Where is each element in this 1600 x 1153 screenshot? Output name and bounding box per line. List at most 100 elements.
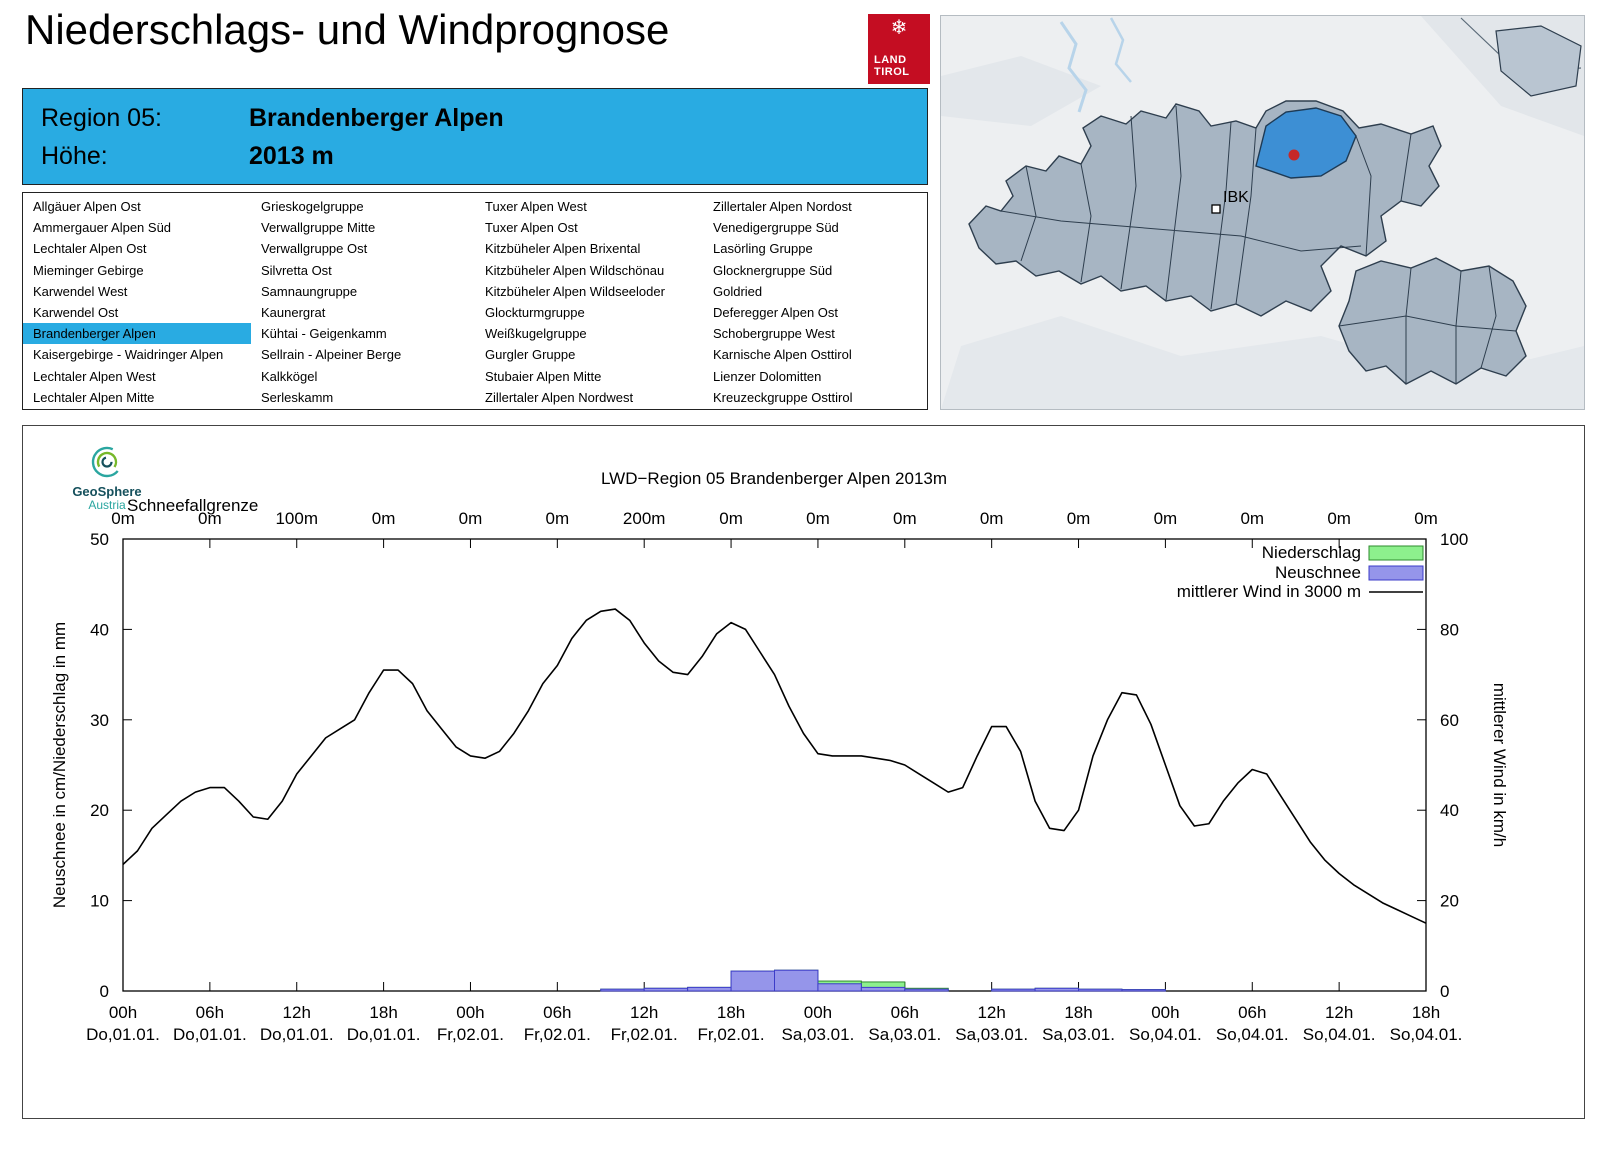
x-axis-date-label: Sa,03.01. xyxy=(1042,1025,1115,1044)
region-list-item[interactable]: Karnische Alpen Osttirol xyxy=(713,347,852,363)
x-axis-time-label: 00h xyxy=(1151,1003,1179,1022)
region-list-item[interactable]: Lienzer Dolomitten xyxy=(713,368,822,384)
region-list-item[interactable]: Glocknergruppe Süd xyxy=(713,262,833,278)
geosphere-logo[interactable]: GeoSphere Austria xyxy=(59,444,155,512)
schneefallgrenze-value: 200m xyxy=(623,509,666,528)
schneefallgrenze-value: 0m xyxy=(546,509,570,528)
region-list-item[interactable]: Kühtai - Geigenkamm xyxy=(261,326,387,342)
x-axis-time-label: 18h xyxy=(1412,1003,1440,1022)
region-list-column: Grieskogelgruppe Verwallgruppe Mitte Verwa… xyxy=(251,196,475,409)
x-axis-date-label: So,04.01. xyxy=(1390,1025,1463,1044)
region-list-item[interactable]: Glockturmgruppe xyxy=(485,305,585,321)
x-axis-time-label: 06h xyxy=(543,1003,571,1022)
region-list-item[interactable]: Serleskamm xyxy=(261,389,334,405)
schneefallgrenze-value: 0m xyxy=(111,509,135,528)
land-tirol-logo-text: LAND TIROL xyxy=(874,54,910,78)
map-region-selected[interactable] xyxy=(1255,107,1357,179)
x-axis-time-label: 06h xyxy=(1238,1003,1266,1022)
y2-axis-tick-label: 0 xyxy=(1440,982,1449,1001)
x-axis-time-label: 18h xyxy=(717,1003,745,1022)
region-list-item[interactable]: Brandenberger Alpen xyxy=(23,323,251,345)
schneefallgrenze-value: 0m xyxy=(198,509,222,528)
x-axis-time-label: 12h xyxy=(977,1003,1005,1022)
map-region[interactable] xyxy=(1495,25,1582,97)
region-list-item[interactable]: Silvretta Ost xyxy=(261,262,332,278)
y-axis-label-left: Neuschnee in cm/Niederschlag in mm xyxy=(50,622,69,908)
region-list-item[interactable]: Lechtaler Alpen West xyxy=(33,368,156,384)
region-list-item[interactable]: Deferegger Alpen Ost xyxy=(713,305,839,321)
region-list-item[interactable]: Weißkugelgruppe xyxy=(485,326,587,342)
schneefallgrenze-value: 0m xyxy=(719,509,743,528)
region-list-item[interactable]: Kaisergebirge - Waidringer Alpen xyxy=(33,347,224,363)
neuschnee-bar xyxy=(730,970,775,992)
map-selected-region-dot xyxy=(1288,149,1300,161)
x-axis-date-label: So,04.01. xyxy=(1303,1025,1376,1044)
region-list-item[interactable]: Schobergruppe West xyxy=(713,326,835,342)
schneefallgrenze-value: 0m xyxy=(1240,509,1264,528)
region-name: Brandenberger Alpen xyxy=(249,103,504,132)
x-axis-date-label: Fr,02.01. xyxy=(524,1025,591,1044)
tirol-map-svg: IBK xyxy=(941,16,1584,409)
chart-title: LWD−Region 05 Brandenberger Alpen 2013m xyxy=(601,469,947,488)
region-list-item[interactable]: Stubaier Alpen Mitte xyxy=(485,368,602,384)
forecast-chart: LWD−Region 05 Brandenberger Alpen 2013m … xyxy=(50,469,1509,1044)
region-list-item[interactable]: Kitzbüheler Alpen Wildschönau xyxy=(485,262,665,278)
land-tirol-logo[interactable]: ❄ LAND TIROL xyxy=(868,14,930,84)
region-list-item[interactable]: Gurgler Gruppe xyxy=(485,347,576,363)
region-list-item[interactable]: Venedigergruppe Süd xyxy=(713,220,839,236)
schneefallgrenze-value: 0m xyxy=(372,509,396,528)
region-list-item[interactable]: Kalkkögel xyxy=(261,368,318,384)
region-list-item[interactable]: Samnaungruppe xyxy=(261,283,358,299)
region-list-item[interactable]: Zillertaler Alpen Nordwest xyxy=(485,389,634,405)
region-list-item[interactable]: Kitzbüheler Alpen Brixental xyxy=(485,241,641,257)
x-axis-time-label: 12h xyxy=(630,1003,658,1022)
region-list-item[interactable]: Tuxer Alpen West xyxy=(485,199,587,214)
neuschnee-bar xyxy=(1078,988,1123,992)
neuschnee-bar xyxy=(1034,987,1080,992)
legend-swatch xyxy=(1368,545,1424,561)
region-list-item[interactable]: Kaunergrat xyxy=(261,305,326,321)
region-list-item[interactable]: Lasörling Gruppe xyxy=(713,241,813,257)
region-list-item[interactable]: Verwallgruppe Ost xyxy=(261,241,368,257)
geosphere-logo-icon xyxy=(91,446,123,478)
region-info-box: Region 05: Brandenberger Alpen Höhe: 201… xyxy=(22,88,928,185)
x-axis-date-label: Sa,03.01. xyxy=(955,1025,1028,1044)
region-list-item[interactable]: Kreuzeckgruppe Osttirol xyxy=(713,389,853,405)
x-axis-date-label: Do,01.01. xyxy=(86,1025,160,1044)
region-label: Region 05: xyxy=(41,103,162,132)
schneefallgrenze-value: 0m xyxy=(980,509,1004,528)
x-axis-date-label: Do,01.01. xyxy=(173,1025,247,1044)
y-axis-tick-label: 0 xyxy=(100,982,109,1001)
region-list-item[interactable]: Ammergauer Alpen Süd xyxy=(33,220,172,236)
region-list-item[interactable]: Sellrain - Alpeiner Berge xyxy=(261,347,402,363)
x-axis-time-label: 00h xyxy=(109,1003,137,1022)
schneefallgrenze-value: 0m xyxy=(806,509,830,528)
schneefallgrenze-value: 100m xyxy=(275,509,318,528)
region-list-item[interactable]: Grieskogelgruppe xyxy=(261,199,364,214)
x-axis-date-label: Fr,02.01. xyxy=(437,1025,504,1044)
x-axis-time-label: 12h xyxy=(1325,1003,1353,1022)
snowflake-icon: ❄ xyxy=(890,17,908,39)
region-list-item[interactable]: Mieminger Gebirge xyxy=(33,262,144,278)
x-axis-date-label: Fr,02.01. xyxy=(611,1025,678,1044)
x-axis-time-label: 00h xyxy=(456,1003,484,1022)
ibk-label: IBK xyxy=(1223,189,1249,206)
region-list-item[interactable]: Goldried xyxy=(713,283,763,299)
region-list-item[interactable]: Kitzbüheler Alpen Wildseeloder xyxy=(485,283,665,299)
region-list-item[interactable]: Zillertaler Alpen Nordost xyxy=(713,199,852,214)
y2-axis-tick-label: 60 xyxy=(1440,711,1459,730)
region-list-item[interactable]: Tuxer Alpen Ost xyxy=(485,220,578,236)
region-list-item[interactable]: Lechtaler Alpen Ost xyxy=(33,241,147,257)
neuschnee-bar xyxy=(687,986,732,992)
x-axis-time-label: 18h xyxy=(1064,1003,1092,1022)
x-axis-date-label: Sa,03.01. xyxy=(782,1025,855,1044)
schneefallgrenze-value: 0m xyxy=(1327,509,1351,528)
x-axis-time-label: 18h xyxy=(369,1003,397,1022)
region-list-item[interactable]: Karwendel Ost xyxy=(33,305,119,321)
schneefallgrenze-value: 0m xyxy=(459,509,483,528)
region-list-item[interactable]: Karwendel West xyxy=(33,283,128,299)
region-list-item[interactable]: Verwallgruppe Mitte xyxy=(261,220,376,236)
region-list-item[interactable]: Allgäuer Alpen Ost xyxy=(33,199,141,214)
region-list-column: Zillertaler Alpen Nordost Venedigergruppe… xyxy=(703,196,927,409)
region-list-item[interactable]: Lechtaler Alpen Mitte xyxy=(33,389,155,405)
